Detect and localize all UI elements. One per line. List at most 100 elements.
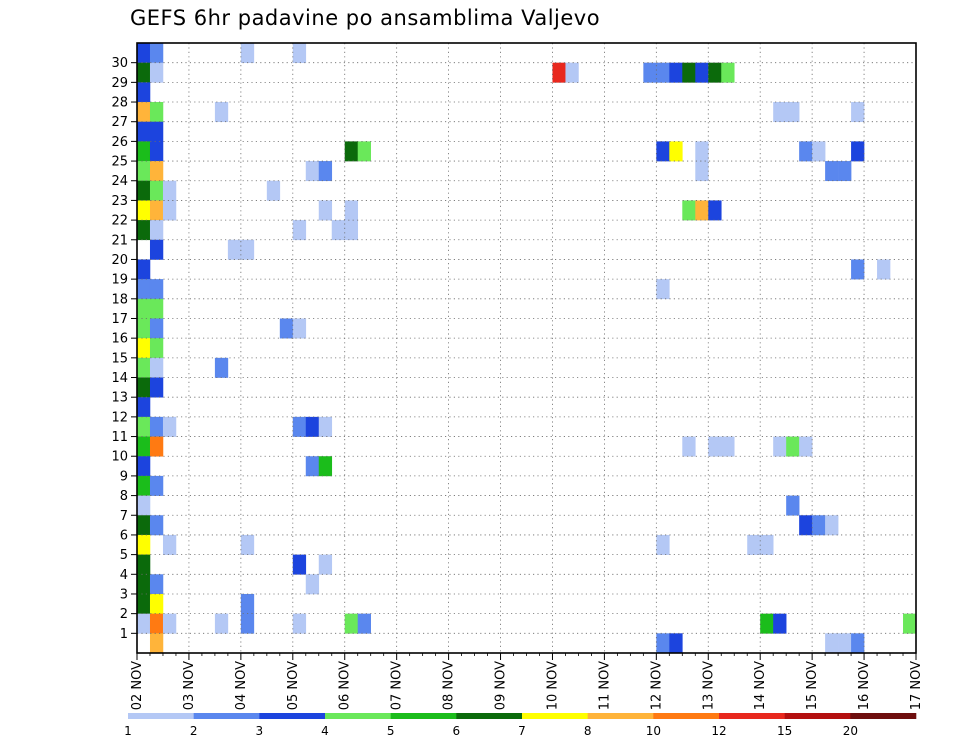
heatmap-cell xyxy=(137,593,151,614)
heatmap-cell xyxy=(851,633,865,654)
heatmap-cell xyxy=(149,239,164,260)
heatmap-cell xyxy=(773,613,787,634)
heatmap-cell xyxy=(292,554,307,575)
heatmap-cell xyxy=(669,62,683,83)
heatmap-cell xyxy=(643,62,657,83)
x-tick-label: 17 NOV xyxy=(909,661,924,710)
heatmap-cell xyxy=(669,633,683,654)
heatmap-cell xyxy=(292,416,307,437)
y-tick-label: 22 xyxy=(111,214,128,229)
y-tick-label: 23 xyxy=(111,194,128,209)
heatmap-cell xyxy=(825,161,839,182)
heatmap-cell xyxy=(149,574,164,595)
colorbar-label: 2 xyxy=(190,724,198,738)
y-tick-label: 12 xyxy=(111,410,128,425)
heatmap-cell xyxy=(786,495,800,516)
heatmap-cell xyxy=(149,593,164,614)
heatmap-cell xyxy=(149,279,164,300)
heatmap-cell xyxy=(357,141,371,162)
heatmap-cell xyxy=(137,338,151,359)
heatmap-cell xyxy=(682,62,696,83)
heatmap-cell xyxy=(292,318,307,339)
x-tick-label: 12 NOV xyxy=(649,661,664,710)
heatmap-cell xyxy=(799,515,813,536)
heatmap-cell xyxy=(137,436,151,457)
heatmap-cell xyxy=(682,436,696,457)
heatmap-cell xyxy=(137,397,151,418)
heatmap-cell xyxy=(149,220,164,241)
heatmap-cell xyxy=(137,574,151,595)
heatmap-cell xyxy=(786,102,800,123)
y-tick-label: 2 xyxy=(120,607,128,622)
heatmap-cell xyxy=(240,534,255,555)
heatmap-cell xyxy=(760,613,774,634)
heatmap-cell xyxy=(656,633,670,654)
heatmap-cell xyxy=(149,475,164,496)
heatmap-cell xyxy=(357,613,371,634)
y-tick-label: 24 xyxy=(111,174,128,189)
heatmap-cell xyxy=(344,613,359,634)
heatmap-cell xyxy=(799,141,813,162)
y-tick-label: 26 xyxy=(111,135,128,150)
heatmap-cell xyxy=(137,613,151,634)
heatmap-cell xyxy=(137,62,151,83)
heatmap-cell xyxy=(292,220,307,241)
heatmap-cell xyxy=(137,416,151,437)
x-tick-label: 06 NOV xyxy=(338,661,353,710)
heatmap-cell xyxy=(137,357,151,378)
heatmap-cell xyxy=(137,515,151,536)
chart-title: GEFS 6hr padavine po ansamblima Valjevo xyxy=(130,6,601,30)
heatmap-cell xyxy=(708,200,722,221)
heatmap-cell xyxy=(137,121,151,142)
heatmap-cell xyxy=(747,534,761,555)
heatmap-cell xyxy=(656,62,670,83)
colorbar-swatch xyxy=(193,713,260,719)
heatmap-cell xyxy=(137,318,151,339)
heatmap-cell xyxy=(565,62,579,83)
y-tick-label: 7 xyxy=(120,509,128,524)
y-tick-label: 10 xyxy=(111,450,128,465)
heatmap-cell xyxy=(682,200,696,221)
heatmap-cell xyxy=(214,102,229,123)
x-tick-label: 13 NOV xyxy=(701,661,716,710)
y-tick-label: 30 xyxy=(111,56,128,71)
y-tick-label: 20 xyxy=(111,253,128,268)
colorbar-swatch xyxy=(259,713,326,719)
y-tick-label: 19 xyxy=(111,273,128,288)
heatmap-cell xyxy=(305,161,320,182)
colorbar-label: 4 xyxy=(321,724,329,738)
heatmap-cell xyxy=(240,613,255,634)
colorbar-label: 8 xyxy=(584,724,592,738)
heatmap-cell xyxy=(318,416,333,437)
heatmap-cell xyxy=(137,534,151,555)
heatmap-cell xyxy=(137,298,151,319)
heatmap-cell xyxy=(214,357,229,378)
y-tick-label: 15 xyxy=(111,351,128,366)
heatmap-cell xyxy=(162,534,177,555)
heatmap-cell xyxy=(760,534,774,555)
y-tick-label: 14 xyxy=(111,371,128,386)
heatmap-cell xyxy=(851,102,865,123)
heatmap-cell xyxy=(903,613,917,634)
heatmap-cell xyxy=(137,377,151,398)
heatmap-cell xyxy=(149,298,164,319)
heatmap-cell xyxy=(695,161,709,182)
colorbar: 1 2 3 4 5 6 7 8 10 12 15 20 xyxy=(124,713,917,738)
x-tick-label: 03 NOV xyxy=(182,661,197,710)
colorbar-swatch xyxy=(390,713,457,719)
heatmap-cell xyxy=(137,495,151,516)
y-tick-label: 13 xyxy=(111,391,128,406)
x-tick-label: 15 NOV xyxy=(805,661,820,710)
heatmap-cell xyxy=(137,475,151,496)
colorbar-label: 6 xyxy=(453,724,461,738)
y-tick-label: 25 xyxy=(111,155,128,170)
x-tick-label: 11 NOV xyxy=(597,661,612,710)
colorbar-swatch xyxy=(784,713,851,719)
heatmap-cell xyxy=(656,534,670,555)
heatmap-cell xyxy=(149,338,164,359)
x-tick-label: 09 NOV xyxy=(494,661,509,710)
heatmap-cell xyxy=(851,259,865,280)
colorbar-swatch xyxy=(325,713,391,719)
heatmap-cell xyxy=(812,515,826,536)
heatmap-cell xyxy=(552,62,566,83)
